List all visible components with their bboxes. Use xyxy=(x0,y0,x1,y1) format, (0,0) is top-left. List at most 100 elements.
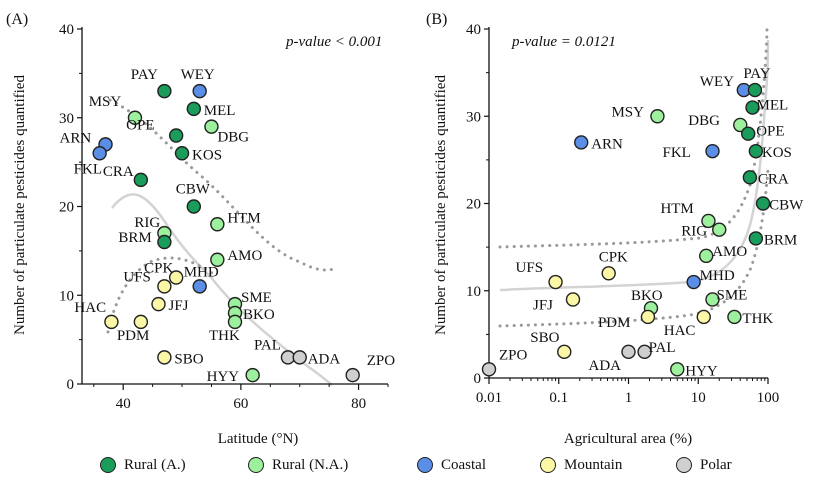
panel-b-point-label-cra: CRA xyxy=(758,171,789,187)
panel-a-y-tick-label: 0 xyxy=(67,377,75,393)
panel-b-point-zpo xyxy=(481,362,497,377)
panel-b-point-label-msy: MSY xyxy=(611,104,644,120)
panel-a-point-label-mhd: MHD xyxy=(184,264,219,280)
panel-b-point-thk xyxy=(727,309,742,325)
panel-b-point-cpk xyxy=(601,266,616,281)
panel-b-point-label-mhd: MHD xyxy=(700,268,735,284)
yellow-circle-icon xyxy=(540,457,556,473)
panel-a-point-label-pdm: PDM xyxy=(117,328,150,344)
panel-a-point-label-zpo: ZPO xyxy=(367,353,396,369)
panel-a-point-label-pay: PAY xyxy=(131,67,158,83)
panel-b-point-dbg xyxy=(733,117,748,133)
panel-a-point-label-sme: SME xyxy=(241,290,272,306)
panel-b-point-rig xyxy=(712,222,727,237)
panel-a-point-label-hac: HAC xyxy=(74,300,106,316)
panel-b-point-label-hac: HAC xyxy=(664,323,696,339)
panel-a-point-ope xyxy=(168,128,184,143)
panel-b-point-label-jfj: JFJ xyxy=(533,297,553,313)
light-green-circle-icon xyxy=(248,457,264,473)
panel-a-point-label-kos: KOS xyxy=(192,147,222,163)
panel-b-letter: (B) xyxy=(426,11,447,28)
panel-a-point-label-hyy: HYY xyxy=(207,369,240,385)
panel-a-point-label-wey: WEY xyxy=(181,67,215,83)
panel-a-y-tick-label: 10 xyxy=(59,288,74,304)
panel-a-trend-curves xyxy=(106,98,340,386)
panel-b-point-msy xyxy=(650,109,665,124)
panel-a-point-label-rig: RIG xyxy=(134,215,160,231)
panel-b-point-label-wey: WEY xyxy=(700,74,734,90)
panel-b-x-tick-label: 0.1 xyxy=(549,390,568,406)
panel-a-point-jfj xyxy=(151,296,166,312)
panel-b-y-tick-label: 10 xyxy=(466,284,481,300)
panel-b-point-amo xyxy=(698,248,714,264)
panel-b-point-label-amo: AMO xyxy=(712,244,747,260)
panel-a-axes: 0 10 20 30 40 40 60 80 xyxy=(59,22,389,412)
panel-b-point-mhd xyxy=(686,274,701,290)
panel-a-point-pay xyxy=(157,83,172,99)
panel-a-point-dbg xyxy=(204,119,219,134)
panel-a-point-kos xyxy=(174,146,190,161)
panel-b-point-label-arn: ARN xyxy=(591,136,623,152)
panel-a-x-axis-title: Latitude (°N) xyxy=(218,431,299,447)
panel-a: (A) p-value < 0.001 Number of particulat… xyxy=(6,11,395,447)
panel-a-fit-curve xyxy=(111,193,333,386)
panel-a-point-sbo xyxy=(157,350,172,365)
panel-b-x-tick-label: 1 xyxy=(625,390,633,406)
panel-b-point-pdm xyxy=(640,309,656,325)
panel-a-point-label-cbw: CBW xyxy=(176,182,211,198)
panel-a-point-htm xyxy=(210,217,225,232)
panel-b-y-tick-label: 0 xyxy=(474,371,482,387)
legend-label: Coastal xyxy=(441,456,486,473)
panel-a-point-label-cpk: CPK xyxy=(144,261,173,277)
panel-b-point-hyy xyxy=(670,362,685,377)
panel-b-point-label-zpo: ZPO xyxy=(499,347,528,363)
panel-a-lower-band xyxy=(106,256,217,334)
panel-b-point-label-hyy: HYY xyxy=(685,363,718,379)
panel-b-point-label-thk: THK xyxy=(742,311,773,327)
panel-b-y-tick-label: 30 xyxy=(466,109,481,125)
panel-b-point-hac xyxy=(696,309,711,325)
panel-b-point-cra xyxy=(742,170,758,185)
panel-a-letter: (A) xyxy=(6,11,28,28)
panel-b: (B) p-value = 0.0121 Number of particula… xyxy=(426,11,804,447)
panel-b-fit-curve xyxy=(499,39,770,292)
panel-a-point-pal xyxy=(280,350,296,365)
panel-b-point-pay xyxy=(747,82,763,98)
panel-b-point-pal xyxy=(637,344,652,360)
panel-b-x-tick-label: 0.01 xyxy=(476,390,502,406)
panel-b-point-label-pdm: PDM xyxy=(598,315,631,331)
panel-a-point-label-pal: PAL xyxy=(254,337,281,353)
panel-a-point-label-brm: BRM xyxy=(118,230,151,246)
legend-item-rural-na: Rural (N.A.) xyxy=(248,452,348,478)
panel-a-point-pdm xyxy=(133,314,149,330)
panel-a-y-tick-label: 40 xyxy=(59,22,74,38)
panel-b-x-axis-title: Agricultural area (%) xyxy=(564,431,692,447)
panel-b-point-label-mel: MEL xyxy=(757,98,789,114)
panel-a-point-label-ufs: UFS xyxy=(123,269,151,285)
panel-a-point-label-thk: THK xyxy=(209,328,240,344)
panel-a-x-tick-label: 80 xyxy=(351,396,366,412)
panel-b-point-arn xyxy=(574,135,589,150)
panel-a-point-ada xyxy=(292,350,307,365)
panel-b-point-mel xyxy=(745,100,760,115)
panel-a-upper-band xyxy=(108,98,340,272)
panel-a-point-cpk xyxy=(168,270,184,285)
panel-a-x-tick-label: 40 xyxy=(116,396,131,412)
legend-label: Mountain xyxy=(564,456,623,473)
panel-a-point-label-jfj: JFJ xyxy=(169,298,189,314)
panel-b-point-kos xyxy=(748,143,764,159)
panel-a-point-label-fkl: FKL xyxy=(74,161,102,177)
dark-green-circle-icon xyxy=(100,457,116,473)
panel-b-point-sme xyxy=(705,292,720,307)
panel-b-y-axis-title: Number of particulate pesticides quantif… xyxy=(433,75,449,335)
legend-item-polar: Polar xyxy=(676,452,732,478)
panel-b-point-label-cpk: CPK xyxy=(599,249,628,265)
panel-b-trend-curves xyxy=(498,26,770,328)
panel-b-point-label-cbw: CBW xyxy=(769,198,804,214)
panel-a-point-label-mel: MEL xyxy=(204,103,236,119)
panel-b-point-cbw xyxy=(755,196,771,211)
panel-b-p-value: p-value = 0.0121 xyxy=(511,34,616,50)
panel-a-point-fkl xyxy=(92,146,107,161)
panel-b-point-label-brm: BRM xyxy=(764,232,797,248)
panel-b-y-tick-label: 20 xyxy=(466,197,481,213)
